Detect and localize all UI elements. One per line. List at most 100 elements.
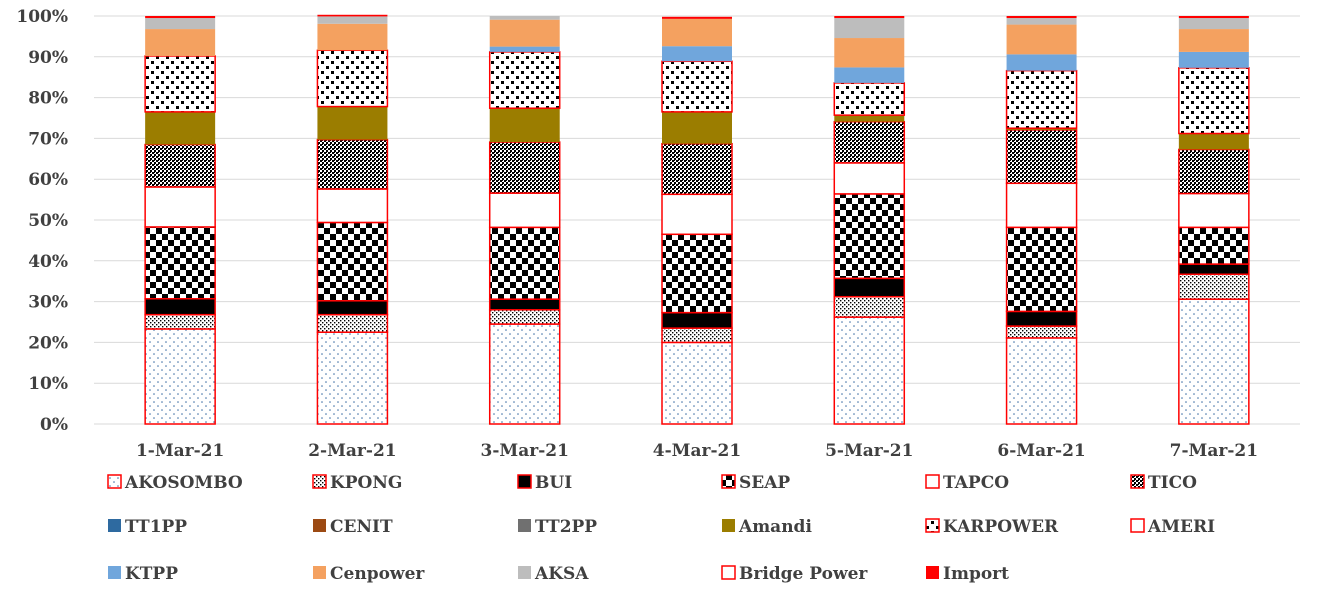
bar-segment — [488, 141, 561, 194]
bar-segment — [661, 193, 733, 236]
bar-segment — [833, 277, 906, 298]
legend-swatch — [108, 566, 121, 579]
bar-segment — [144, 55, 216, 113]
legend-swatch — [313, 566, 326, 579]
bar-segment — [1006, 54, 1077, 71]
bar-segment — [489, 19, 560, 47]
x-tick-label: 1-Mar-21 — [136, 441, 224, 461]
bar-segment — [1005, 325, 1078, 339]
bar-segment — [661, 327, 733, 344]
bar-segment — [316, 313, 389, 333]
bar-segment — [144, 186, 216, 228]
x-tick-label: 6-Mar-21 — [997, 441, 1085, 461]
legend-item: KARPOWER — [925, 517, 1059, 537]
bar-segment — [488, 51, 561, 109]
legend-label: TT1PP — [125, 517, 187, 537]
bar-segment — [661, 60, 733, 113]
legend-label: Bridge Power — [739, 564, 868, 584]
y-tick-label: 80% — [28, 89, 68, 109]
legend-item: TAPCO — [925, 473, 1009, 493]
y-tick-label: 50% — [28, 211, 68, 231]
bar-segment — [1178, 273, 1250, 300]
legend-label: KPONG — [330, 473, 402, 493]
legend-label: KTPP — [125, 564, 178, 584]
y-tick-label: 60% — [28, 170, 68, 190]
legend: AKOSOMBO KPONG BUI SEAP TAPCO TICO TT1PP CENIT T… — [107, 473, 1215, 584]
legend-label: SEAP — [739, 473, 790, 493]
y-tick-label: 20% — [28, 333, 68, 353]
legend-swatch — [721, 474, 736, 489]
bar-segment — [144, 143, 216, 188]
bar-segment — [662, 18, 732, 47]
bar-segment — [1178, 67, 1250, 135]
bar-segment — [317, 106, 388, 140]
bar-segment — [1178, 133, 1249, 150]
bar-segment — [488, 226, 561, 300]
legend-item: TT2PP — [518, 517, 597, 537]
legend-item: KTPP — [108, 564, 178, 584]
legend-item: Amandi — [722, 517, 812, 537]
bar-segment — [145, 29, 216, 56]
bar-stack — [1178, 16, 1250, 425]
legend-swatch — [313, 519, 326, 532]
legend-swatch — [722, 519, 735, 532]
bar-segment — [662, 111, 732, 144]
legend-swatch — [926, 566, 939, 579]
legend-swatch — [517, 474, 532, 489]
bar-segment — [834, 115, 905, 122]
legend-swatch — [721, 565, 736, 580]
bar-segment — [1178, 18, 1249, 30]
bar-segment — [1006, 128, 1077, 130]
bar-segment — [489, 16, 560, 20]
bar-segment — [1006, 24, 1077, 55]
legend-label: TT2PP — [535, 517, 597, 537]
bar-segment — [144, 226, 216, 300]
legend-label: KARPOWER — [943, 517, 1059, 537]
x-tick-label: 5-Mar-21 — [825, 441, 913, 461]
legend-item: Cenpower — [313, 564, 425, 584]
legend-label: Cenpower — [330, 564, 425, 584]
legend-item: BUI — [517, 473, 572, 493]
legend-label: AKOSOMBO — [124, 473, 243, 493]
legend-label: BUI — [535, 473, 572, 493]
legend-swatch — [518, 519, 531, 532]
bar-segment — [316, 188, 389, 224]
legend-item: SEAP — [721, 473, 790, 493]
bar-segment — [1178, 192, 1250, 229]
bar-segment — [1178, 29, 1249, 52]
legend-item: CENIT — [313, 517, 393, 537]
bar-segment — [834, 38, 905, 68]
bar-segment — [488, 192, 561, 229]
bar-segment — [662, 16, 732, 19]
bar-segment — [316, 331, 389, 425]
bar-segment — [834, 67, 905, 83]
legend-swatch — [518, 566, 531, 579]
legend-label: AKSA — [534, 564, 589, 584]
y-tick-label: 30% — [28, 293, 68, 313]
bar-segment — [1006, 18, 1077, 25]
bar-segment — [316, 300, 389, 316]
bar-stack — [316, 14, 389, 425]
legend-item: AKOSOMBO — [107, 473, 243, 493]
bar-segment — [489, 108, 560, 143]
bar-segment — [1005, 69, 1078, 129]
legend-swatch — [1130, 518, 1145, 533]
bar-segment — [1005, 129, 1078, 185]
legend-item: AMERI — [1130, 517, 1215, 537]
legend-swatch — [108, 519, 121, 532]
bar-segment — [145, 18, 216, 30]
legend-item: TT1PP — [108, 517, 187, 537]
bar-segment — [316, 138, 389, 190]
bar-segment — [1005, 226, 1078, 313]
bar-segment — [317, 16, 388, 24]
y-tick-label: 0% — [40, 415, 68, 435]
y-tick-label: 10% — [28, 374, 68, 394]
bar-segment — [1178, 226, 1250, 265]
bar-segment — [833, 295, 906, 318]
bar-segment — [834, 18, 905, 39]
bar-segment — [1005, 337, 1078, 425]
bar-segment — [317, 23, 388, 51]
bar-segment — [833, 316, 906, 425]
bar-segment — [833, 120, 906, 164]
